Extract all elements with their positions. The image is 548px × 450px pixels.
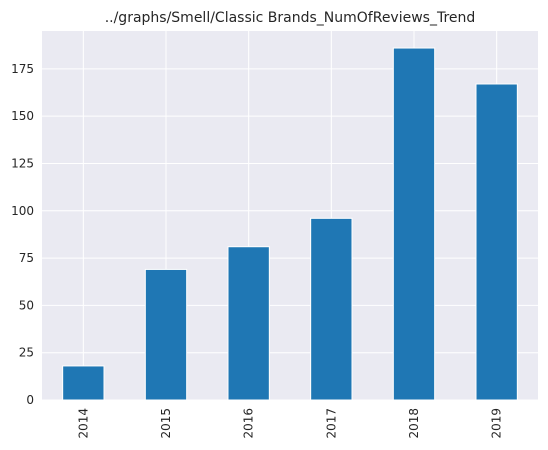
x-tick-label-2018: 2018 (407, 408, 421, 439)
bar-2019 (475, 83, 518, 401)
y-tick-label: 150 (11, 109, 34, 123)
y-tick-label: 50 (19, 298, 34, 312)
bar-2014 (62, 365, 105, 401)
plot-area (42, 31, 538, 400)
bar-2018 (392, 47, 436, 401)
x-tick-label-2014: 2014 (76, 408, 90, 439)
x-tick-label-2019: 2019 (490, 408, 504, 439)
y-tick-label: 100 (11, 204, 34, 218)
x-axis-ticks: 2014 2015 2016 2017 2018 2019 (76, 408, 503, 439)
x-tick-label-2015: 2015 (159, 408, 173, 439)
bar-2015 (144, 268, 188, 401)
x-tick-label-2016: 2016 (242, 408, 256, 439)
y-tick-label: 0 (26, 393, 34, 407)
chart-title: ../graphs/Smell/Classic Brands_NumOfRevi… (105, 10, 476, 26)
bars (62, 47, 518, 401)
y-axis-ticks: 0 25 50 75 100 125 150 175 (11, 62, 34, 407)
bar-2016 (227, 246, 270, 401)
bar-2017 (310, 217, 353, 401)
y-tick-label: 125 (11, 156, 34, 170)
y-tick-label: 175 (11, 62, 34, 76)
y-tick-label: 25 (19, 346, 34, 360)
y-tick-label: 75 (19, 251, 34, 265)
x-tick-label-2017: 2017 (324, 408, 338, 439)
